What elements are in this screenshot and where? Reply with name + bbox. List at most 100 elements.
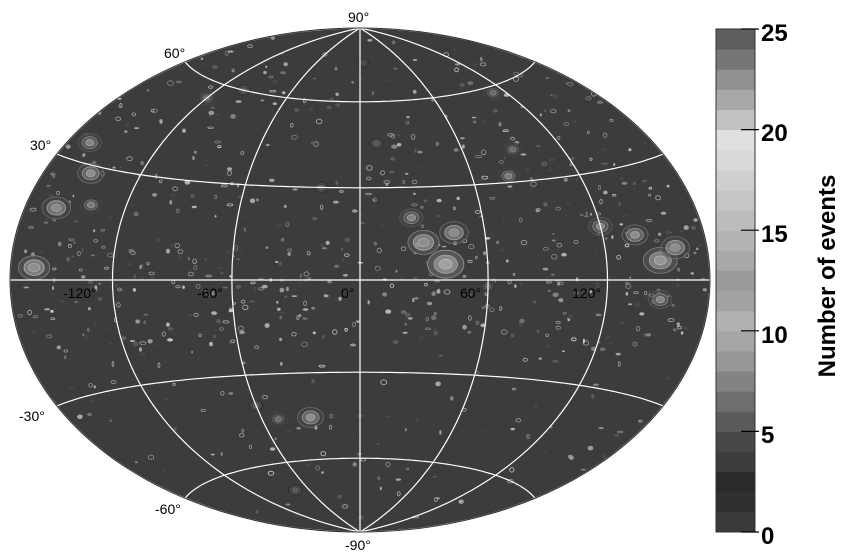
event-speck	[119, 165, 123, 169]
event-speck	[87, 327, 90, 332]
lat-label-minus-90: -90°	[345, 537, 371, 552]
colorbar-band	[716, 29, 755, 50]
event-speck	[621, 181, 628, 185]
event-speck	[227, 170, 232, 176]
event-speck	[207, 126, 214, 130]
event-speck	[286, 286, 289, 292]
event-speck	[94, 285, 98, 290]
event-speck	[525, 168, 531, 172]
event-speck	[139, 341, 147, 345]
event-speck	[425, 317, 429, 322]
event-speck	[402, 331, 408, 334]
event-speck	[209, 341, 213, 347]
event-speck	[552, 359, 559, 363]
event-speck	[599, 198, 603, 205]
event-speck	[405, 467, 410, 471]
event-speck	[522, 357, 528, 362]
event-speck	[322, 52, 328, 57]
event-speck	[193, 264, 198, 271]
event-speck	[265, 143, 270, 147]
event-speck	[216, 318, 221, 324]
event-speck	[341, 504, 349, 509]
event-speck	[97, 297, 102, 301]
event-speck	[81, 275, 86, 279]
event-speck	[598, 184, 601, 191]
hotspot	[407, 229, 440, 255]
event-speck	[100, 228, 106, 232]
hotspot	[77, 133, 102, 153]
event-speck	[187, 313, 193, 317]
event-speck	[129, 340, 135, 342]
event-speck	[396, 491, 401, 497]
event-speck	[633, 291, 639, 295]
event-speck	[182, 285, 185, 289]
hotspot	[287, 483, 304, 497]
event-speck	[569, 162, 573, 166]
event-speck	[320, 34, 325, 38]
event-speck	[602, 454, 608, 459]
event-speck	[437, 354, 444, 357]
event-speck	[510, 136, 516, 141]
event-speck	[481, 175, 489, 180]
event-speck	[608, 342, 613, 345]
event-speck	[695, 247, 699, 251]
event-speck	[414, 418, 419, 422]
event-speck	[90, 399, 96, 402]
event-speck	[218, 266, 224, 269]
event-speck	[458, 499, 464, 504]
event-speck	[191, 205, 197, 209]
event-speck	[51, 285, 55, 291]
hotspot-contour	[406, 214, 416, 222]
event-speck	[405, 121, 410, 125]
event-speck	[220, 271, 224, 275]
event-speck	[87, 413, 92, 416]
event-speck	[294, 108, 300, 112]
event-speck	[268, 178, 275, 182]
event-speck	[506, 259, 509, 263]
event-speck	[393, 67, 398, 70]
event-speck	[231, 68, 235, 73]
event-speck	[371, 91, 374, 96]
event-speck	[391, 144, 398, 149]
event-speck	[221, 184, 228, 188]
event-speck	[143, 313, 149, 316]
lat-label-minus-60: -60°	[155, 501, 181, 517]
event-speck	[332, 329, 338, 335]
hotspot	[80, 196, 102, 214]
event-speck	[261, 284, 268, 289]
event-speck	[340, 247, 343, 252]
lon-label-120: 120°	[572, 285, 601, 301]
event-speck	[163, 397, 169, 401]
event-speck	[358, 515, 364, 520]
event-speck	[52, 173, 56, 179]
event-speck	[489, 307, 495, 313]
event-speck	[24, 249, 28, 254]
lon-label-0: 0°	[341, 285, 354, 301]
event-speck	[561, 223, 565, 226]
event-speck	[412, 59, 418, 61]
hotspot	[356, 57, 371, 69]
event-speck	[617, 430, 624, 434]
event-speck	[337, 494, 342, 499]
event-speck	[279, 315, 282, 320]
event-speck	[587, 445, 594, 451]
event-speck	[338, 296, 342, 301]
event-speck	[167, 327, 174, 331]
colorbar-band	[716, 230, 755, 251]
event-speck	[302, 317, 308, 320]
event-speck	[596, 100, 604, 105]
event-speck	[117, 287, 122, 292]
event-speck	[240, 299, 246, 304]
event-speck	[260, 99, 265, 102]
event-speck	[203, 164, 209, 167]
event-speck	[538, 357, 542, 360]
hotspot-layer	[18, 57, 691, 497]
event-speck	[644, 290, 648, 296]
event-speck	[397, 133, 401, 137]
event-speck	[272, 102, 277, 105]
event-speck	[296, 315, 300, 321]
event-speck	[115, 116, 121, 121]
longitude-line	[359, 27, 609, 533]
colorbar-band	[716, 210, 755, 231]
colorbar-band	[716, 431, 755, 452]
